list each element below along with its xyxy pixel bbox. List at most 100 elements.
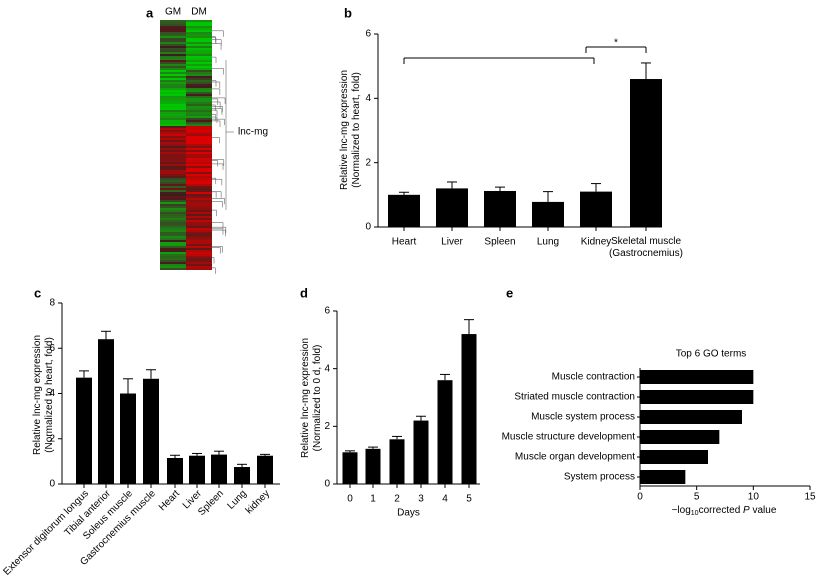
heatmap-cell: [186, 120, 212, 122]
bar: [234, 467, 250, 484]
x-tick-label: Extensor digitorum longus: [1, 488, 91, 578]
x-tick-label: 15: [804, 492, 816, 503]
heatmap-cell: [186, 100, 212, 102]
heatmap-cell: [160, 44, 186, 46]
heatmap-cell: [186, 68, 212, 70]
heatmap-cell: [186, 132, 212, 134]
heatmap-cell: [186, 128, 212, 130]
heatmap-cell: [160, 264, 186, 266]
error-bar: [101, 330, 111, 340]
heatmap-cell: [186, 244, 212, 246]
heatmap-cell: [160, 194, 186, 196]
heatmap-cell: [186, 198, 212, 200]
heatmap-cell: [186, 212, 212, 214]
heatmap-cell: [186, 158, 212, 160]
bar: [388, 194, 420, 227]
x-tick-label: Lung: [537, 237, 559, 248]
error-bar: [214, 450, 224, 455]
y-tick-label: 4: [365, 93, 371, 104]
heatmap-cell: [186, 232, 212, 234]
heatmap-cell: [186, 50, 212, 52]
heatmap-cell: [186, 220, 212, 222]
heatmap-cell: [186, 86, 212, 88]
heatmap-cell: [186, 32, 212, 34]
heatmap-cell: [160, 134, 186, 136]
error-bar: [123, 378, 133, 394]
panel-letter: b: [344, 5, 352, 20]
heatmap-cell: [160, 102, 186, 104]
heatmap-cell: [160, 114, 186, 116]
heatmap-cell: [186, 188, 212, 190]
heatmap-cell: [160, 242, 186, 244]
heatmap-cell: [160, 254, 186, 256]
heatmap-cell: [160, 116, 186, 118]
heatmap-cell: [160, 200, 186, 202]
heatmap-cell: [186, 268, 212, 270]
error-bar: [440, 373, 450, 381]
heatmap-cell: [186, 46, 212, 48]
heatmap-cell: [186, 166, 212, 168]
heatmap-cell: [160, 148, 186, 150]
y-axis-label-line: Relative lnc-mg expression: [32, 335, 43, 455]
bar: [580, 191, 612, 227]
heatmap-cell: [186, 208, 212, 210]
heatmap-cell: [160, 98, 186, 100]
heatmap-cell: [160, 92, 186, 94]
heatmap-cell: [160, 72, 186, 74]
error-bar: [543, 191, 553, 202]
heatmap-cell: [160, 86, 186, 88]
heatmap-cell: [186, 200, 212, 202]
heatmap-cell: [160, 66, 186, 68]
error-bar: [345, 450, 355, 453]
error-bar: [495, 186, 505, 191]
heatmap-cell: [160, 206, 186, 208]
bar: [167, 457, 183, 484]
heatmap-cell: [186, 186, 212, 188]
y-tick-label: Muscle organ development: [515, 452, 635, 463]
heatmap-cell: [186, 174, 212, 176]
y-tick-label: 2: [365, 157, 371, 168]
significance-mark: *: [614, 38, 618, 49]
x-tick-label: 4: [442, 494, 448, 505]
heatmap-cell: [160, 160, 186, 162]
heatmap-cell: [186, 254, 212, 256]
heatmap-cell: [160, 218, 186, 220]
bar: [640, 430, 720, 444]
heatmap-cell: [186, 252, 212, 254]
heatmap-cell: [186, 72, 212, 74]
heatmap-cell: [186, 248, 212, 250]
bar: [211, 454, 227, 484]
y-axis-label-line: (Normalized to 0 d, fold): [312, 345, 323, 452]
y-tick-label: Muscle structure development: [502, 432, 636, 443]
heatmap-cell: [186, 70, 212, 72]
heatmap-cell: [186, 22, 212, 24]
heatmap-cell: [186, 64, 212, 66]
heatmap-cell: [186, 78, 212, 80]
error-bar: [591, 183, 601, 192]
panel-letter: a: [146, 5, 154, 20]
heatmap-cell: [186, 118, 212, 120]
heatmap-cell: [186, 202, 212, 204]
heatmap-cell: [186, 180, 212, 182]
heatmap-cell: [160, 208, 186, 210]
bar: [640, 390, 754, 404]
heatmap-cell: [160, 38, 186, 40]
bar: [436, 188, 468, 227]
heatmap-cell: [186, 196, 212, 198]
heatmap-cell: [186, 224, 212, 226]
heatmap-cell: [160, 74, 186, 76]
x-axis-label-part: value: [750, 505, 777, 516]
heatmap-cell: [160, 248, 186, 250]
error-bar: [192, 452, 202, 456]
heatmap-cell: [160, 258, 186, 260]
heatmap-cell: [186, 34, 212, 36]
heatmap-cell: [186, 40, 212, 42]
bar: [98, 339, 114, 484]
heatmap-cell: [160, 70, 186, 72]
heatmap-cell: [160, 88, 186, 90]
heatmap-cell: [186, 242, 212, 244]
x-axis-label: Days: [397, 508, 420, 519]
heatmap-cell: [160, 156, 186, 158]
y-tick-label: 4: [324, 363, 330, 374]
